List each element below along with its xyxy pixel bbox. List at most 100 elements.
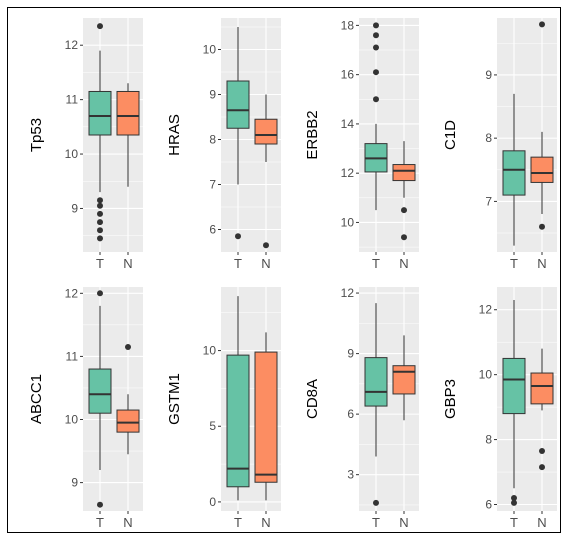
outlier-point-t: [97, 501, 103, 508]
y-tick-label: 16: [341, 68, 355, 82]
x-tick-label: N: [399, 515, 408, 530]
x-tick-label: T: [510, 515, 518, 530]
outlier-point-t: [97, 219, 103, 226]
box-n: [530, 372, 554, 405]
y-tick-label: 6: [347, 407, 354, 421]
panel-c1d: [497, 18, 557, 252]
y-tick-label: 6: [209, 223, 216, 237]
y-tick-label: 11: [66, 93, 79, 107]
y-tick-label: 8: [485, 131, 492, 145]
y-tick-label: 18: [341, 18, 355, 32]
y-tick-label: 12: [341, 286, 355, 300]
x-tick-label: T: [510, 256, 518, 271]
y-tick-label: 10: [203, 43, 217, 57]
outlier-point-t: [511, 495, 517, 502]
y-tick-label: 14: [341, 117, 355, 131]
box-t: [226, 80, 250, 129]
y-tick-label: 9: [347, 347, 354, 361]
y-axis-title: Tp53: [28, 118, 45, 152]
y-tick-label: 9: [209, 88, 216, 102]
y-tick-label: 9: [71, 476, 78, 490]
y-tick-label: 9: [485, 68, 492, 82]
box-t: [502, 150, 526, 196]
box-n: [530, 156, 554, 183]
box-t: [226, 354, 250, 488]
y-tick-label: 11: [66, 349, 79, 363]
outlier-point-t: [373, 22, 379, 29]
y-axis-title: HRAS: [166, 114, 183, 156]
box-n: [392, 164, 416, 182]
y-tick-label: 12: [65, 38, 79, 52]
box-n: [116, 409, 140, 433]
x-tick-label: T: [234, 256, 242, 271]
y-tick-label: 10: [65, 413, 79, 427]
x-tick-label: T: [372, 515, 380, 530]
y-tick-label: 10: [203, 344, 217, 358]
y-tick-label: 9: [71, 201, 78, 215]
x-tick-label: N: [123, 256, 132, 271]
x-tick-label: N: [261, 256, 270, 271]
y-axis-title: C1D: [442, 120, 459, 150]
outlier-point-t: [97, 197, 103, 204]
outlier-point-n: [539, 464, 545, 471]
y-tick-label: 3: [347, 468, 354, 482]
y-tick-label: 12: [479, 303, 493, 317]
outlier-point-t: [97, 235, 103, 242]
x-tick-label: T: [234, 515, 242, 530]
box-n: [254, 351, 278, 483]
box-t: [88, 90, 112, 136]
y-axis-title: GSTM1: [166, 373, 183, 425]
box-n: [116, 90, 140, 136]
x-tick-label: T: [96, 256, 104, 271]
figure-frame: [7, 7, 561, 533]
outlier-point-n: [401, 234, 407, 241]
x-tick-label: N: [537, 256, 546, 271]
outlier-point-t: [97, 227, 103, 234]
box-t: [502, 357, 526, 415]
outlier-point-n: [401, 207, 407, 214]
x-tick-label: N: [537, 515, 546, 530]
outlier-point-t: [97, 23, 103, 30]
x-tick-label: N: [399, 256, 408, 271]
outlier-point-n: [539, 223, 545, 230]
outlier-point-t: [373, 499, 379, 506]
box-n: [392, 365, 416, 395]
outlier-point-t: [511, 499, 517, 506]
outlier-point-n: [539, 21, 545, 28]
outlier-point-t: [97, 290, 103, 297]
outlier-point-t: [373, 44, 379, 51]
outlier-point-t: [373, 32, 379, 39]
y-tick-label: 5: [209, 419, 216, 433]
outlier-point-t: [373, 69, 379, 76]
box-n: [254, 118, 278, 145]
x-tick-label: N: [123, 515, 132, 530]
box-t: [88, 368, 112, 414]
y-axis-title: ABCC1: [28, 374, 45, 424]
outlier-point-t: [97, 210, 103, 217]
y-axis-title: ERBB2: [304, 110, 321, 159]
y-tick-label: 0: [209, 495, 216, 509]
x-tick-label: N: [261, 515, 270, 530]
x-tick-label: T: [372, 256, 380, 271]
box-t: [364, 357, 388, 407]
y-tick-label: 10: [341, 215, 355, 229]
y-axis-title: GBP3: [442, 379, 459, 419]
outlier-point-n: [539, 447, 545, 454]
y-tick-label: 8: [485, 433, 492, 447]
y-tick-label: 6: [485, 498, 492, 512]
outlier-point-n: [125, 343, 131, 350]
outlier-point-n: [263, 242, 269, 249]
y-tick-label: 12: [65, 286, 79, 300]
panel-erbb2: [359, 18, 419, 252]
y-tick-label: 7: [485, 194, 492, 208]
y-axis-title: CD8A: [304, 379, 321, 419]
outlier-point-t: [373, 96, 379, 103]
y-tick-label: 10: [65, 147, 79, 161]
y-tick-label: 7: [209, 178, 216, 192]
y-tick-label: 12: [341, 166, 355, 180]
x-tick-label: T: [96, 515, 104, 530]
y-tick-label: 8: [209, 133, 216, 147]
y-tick-label: 10: [479, 368, 493, 382]
outlier-point-t: [97, 202, 103, 209]
outlier-point-t: [235, 233, 241, 240]
